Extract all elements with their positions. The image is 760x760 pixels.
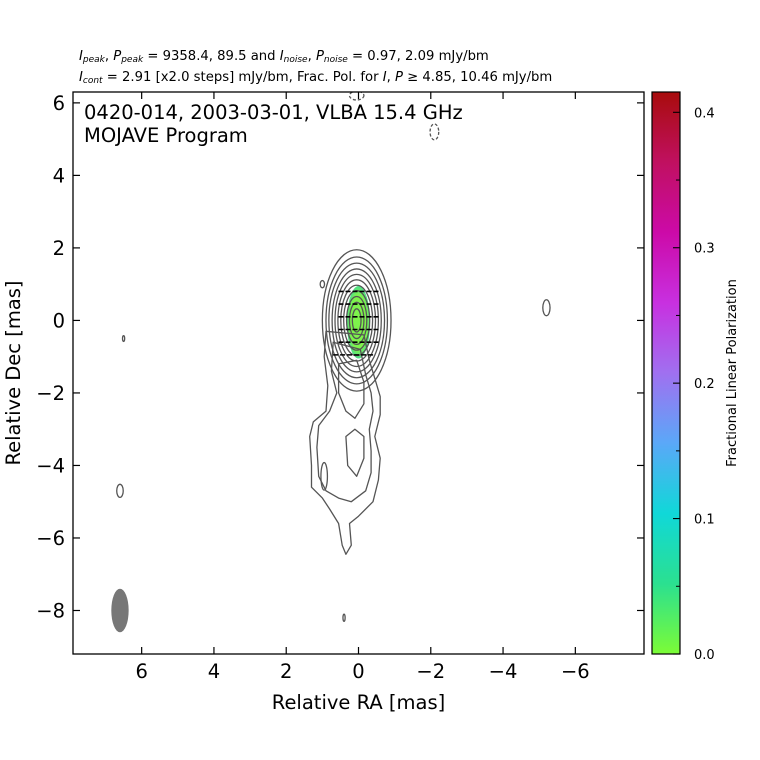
plot-frame [72, 91, 645, 655]
core-contour [334, 273, 380, 368]
plot-area [111, 92, 551, 633]
y-axis-label: Relative Dec [mas] [2, 280, 25, 465]
colorbar-tick-label: 0.0 [694, 648, 715, 663]
core-contour [345, 295, 368, 346]
negative-contour [348, 92, 365, 101]
chart-subtitle: MOJAVE Program [84, 124, 248, 147]
core-contour [321, 249, 392, 392]
pnoise-subscript: noise [323, 55, 348, 65]
negative-contour [429, 123, 440, 141]
noise-contour [116, 483, 124, 499]
noise-contour [320, 461, 329, 491]
ppeak-symbol: P [113, 49, 122, 64]
x-tick-label: 0 [352, 660, 364, 683]
y-tick-label: 0 [53, 309, 65, 332]
y-tick-label: −4 [36, 454, 65, 477]
y-tick-label: −8 [36, 599, 65, 622]
core-contour [351, 308, 362, 333]
jet-contour [309, 330, 381, 555]
icont-symbol: I [79, 70, 83, 85]
y-tick-label: −6 [36, 527, 65, 550]
x-tick-label: 6 [135, 660, 147, 683]
x-tick-label: 2 [280, 660, 292, 683]
noise-contour [121, 335, 126, 343]
jet-contour [337, 359, 365, 419]
x-tick-label: −4 [489, 660, 518, 683]
ipeak-symbol: I [79, 49, 83, 64]
colorbar-tick-label: 0.4 [694, 106, 715, 121]
core-contour [348, 301, 365, 340]
inoise-symbol: I [279, 49, 284, 64]
colorbar [651, 91, 681, 655]
x-tick-label: −6 [561, 660, 590, 683]
icont-value: 2.91 [x2.0 steps] mJy/bm, Frac. Pol. for [122, 70, 379, 85]
x-tick-label: −2 [416, 660, 445, 683]
noise-values: 0.97, 2.09 mJy/bm [367, 49, 489, 64]
chart-title: 0420-014, 2003-03-01, VLBA 15.4 GHz [84, 101, 463, 124]
x-tick-label: 4 [208, 660, 220, 683]
i-symbol: I [382, 70, 387, 85]
colorbar-label: Fractional Linear Polarization [725, 279, 740, 467]
core-contour [331, 268, 382, 373]
noise-contour [542, 299, 551, 317]
colorbar-tick-label: 0.2 [694, 377, 715, 392]
x-axis-label: Relative RA [mas] [272, 691, 445, 714]
axes-layer: 6 4 2 0 −2 −4 −6 −8 −6 −4 −2 0 2 4 6 0.0 0.1 0.2 0.3 0.4 [36, 91, 715, 683]
colorbar-tick-label: 0.1 [694, 513, 715, 528]
icont-subscript: cont [82, 76, 103, 86]
header-line-2: Icont = 2.91 [x2.0 steps] mJy/bm, Frac. … [79, 70, 553, 86]
beam-ellipse [111, 588, 129, 633]
colorbar-tick-label: 0.3 [694, 242, 715, 257]
ppeak-subscript: peak [121, 55, 144, 65]
ipeak-subscript: peak [82, 55, 105, 65]
y-tick-label: 6 [53, 92, 65, 115]
inoise-subscript: noise [283, 55, 308, 65]
pnoise-symbol: P [315, 49, 324, 64]
core-contour [328, 262, 386, 379]
core-contour [325, 256, 389, 385]
y-tick-label: −2 [36, 382, 65, 405]
noise-contour [342, 613, 346, 623]
peak-values: 9358.4, 89.5 [162, 49, 247, 64]
y-tick-label: 2 [53, 237, 65, 260]
jet-contour [316, 341, 374, 503]
header-line-1: Ipeak, Ppeak = 9358.4, 89.5 and Inoise, … [79, 49, 489, 65]
noise-contour [319, 279, 326, 289]
p-symbol: P [394, 70, 403, 85]
y-tick-label: 4 [53, 164, 65, 187]
pol-threshold: 4.85, 10.46 mJy/bm [422, 70, 553, 85]
jet-contour [345, 428, 365, 477]
